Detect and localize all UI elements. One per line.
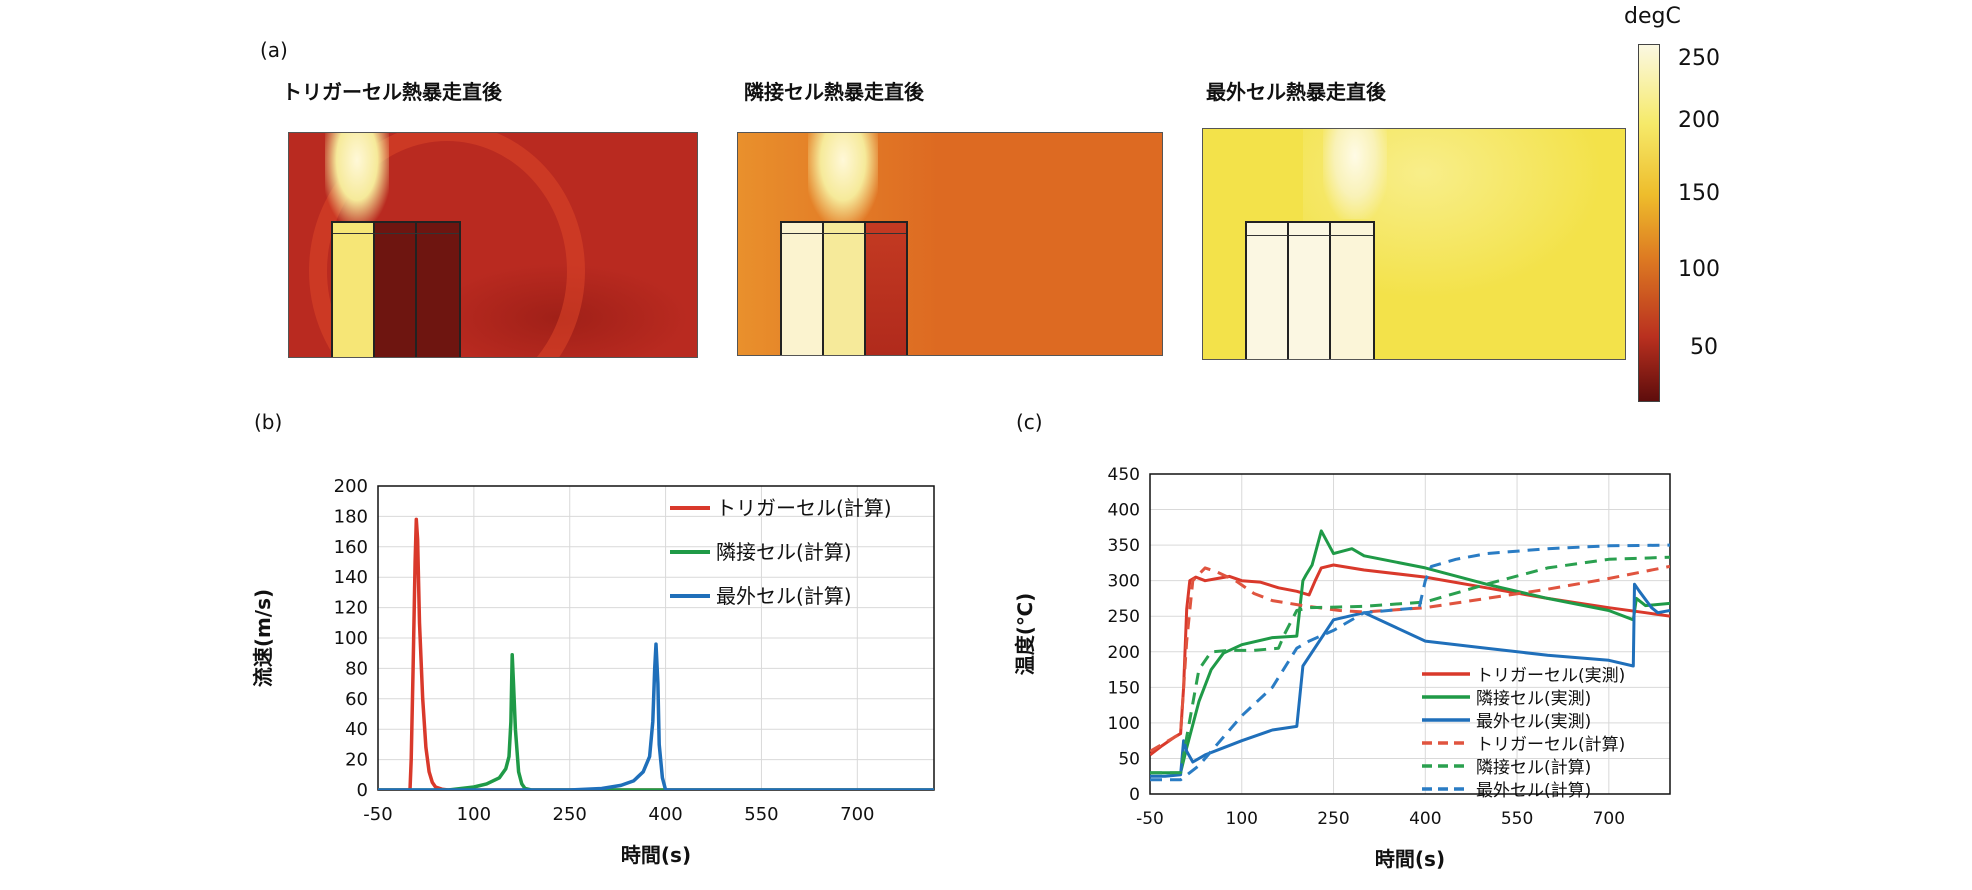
y-tick-label: 450 (1108, 465, 1140, 485)
y-tick-label: 120 (334, 598, 368, 619)
x-tick-label: 700 (1593, 809, 1625, 829)
colorbar-tick-50: 50 (1690, 335, 1718, 360)
x-axis-label: 時間(s) (621, 843, 691, 867)
x-tick-label: 100 (1226, 809, 1258, 829)
chart-velocity: 0 20 40 60 80 100 120 140 160 180 200 -50 100 250 400 5… (251, 476, 935, 867)
y-tick-label: 40 (345, 719, 368, 740)
heatmap-outermost (1202, 128, 1626, 360)
y-tick-label: 300 (1108, 572, 1140, 592)
legend-label-2: 最外セル(実測) (1476, 712, 1591, 732)
heatmap-title-outermost: 最外セル熱暴走直後 (1206, 80, 1386, 104)
y-tick-label: 200 (1108, 643, 1140, 663)
x-tick-label: -50 (1136, 809, 1164, 829)
colorbar-tick-250: 250 (1678, 46, 1720, 71)
y-tick-label: 350 (1108, 536, 1140, 556)
x-tick-label: 400 (648, 804, 682, 825)
plot-frame (1149, 473, 1671, 795)
series-line-3 (1150, 564, 1670, 753)
series-line-5 (1150, 543, 1670, 782)
series-line-2 (1150, 582, 1670, 778)
colorbar-tick-100: 100 (1678, 257, 1720, 282)
heatmap-title-adjacent: 隣接セル熱暴走直後 (744, 80, 924, 104)
legend-label-4: 隣接セル(計算) (1476, 758, 1591, 778)
chart-temperature: 0 50 100 150 200 250 300 350 400 450 -50 100 250 400 5… (1013, 465, 1671, 871)
y-tick-label: 50 (1118, 749, 1140, 769)
y-tick-label: 180 (334, 506, 368, 527)
x-tick-label: 700 (840, 804, 874, 825)
series-line-0 (378, 517, 934, 790)
heatmap-adjacent (737, 132, 1163, 356)
y-tick-label: 140 (334, 567, 368, 588)
y-tick-label: 160 (334, 537, 368, 558)
x-tick-label: 250 (553, 804, 587, 825)
series-line-1 (378, 652, 934, 790)
x-axis-label: 時間(s) (1375, 847, 1445, 871)
y-tick-label: 20 (345, 750, 368, 771)
y-tick-label: 200 (334, 476, 368, 497)
y-tick-label: 250 (1108, 607, 1140, 627)
panel-label-c: (c) (1016, 410, 1043, 434)
panel-label-a: (a) (260, 38, 288, 62)
series-line-2 (378, 642, 934, 790)
y-tick-label: 150 (1108, 678, 1140, 698)
colorbar-tick-200: 200 (1678, 108, 1720, 133)
colorbar-tick-150: 150 (1678, 181, 1720, 206)
legend-label-1: 隣接セル(実測) (1476, 689, 1591, 709)
heatmap-trigger (288, 132, 698, 358)
y-tick-label: 0 (1129, 785, 1140, 805)
x-tick-label: 400 (1409, 809, 1441, 829)
panel-label-b: (b) (254, 410, 283, 434)
x-tick-label: 550 (1501, 809, 1533, 829)
y-axis-label: 温度(℃) (1013, 593, 1037, 676)
y-tick-label: 100 (334, 628, 368, 649)
x-tick-label: 100 (457, 804, 491, 825)
y-tick-label: 0 (357, 780, 368, 801)
legend-label-1: 隣接セル(計算) (716, 540, 852, 564)
series-line-4 (1150, 555, 1670, 775)
x-tick-label: 250 (1317, 809, 1349, 829)
x-tick-label: -50 (363, 804, 392, 825)
legend-label-2: 最外セル(計算) (716, 584, 852, 608)
x-tick-label: 550 (744, 804, 778, 825)
legend-label-3: トリガーセル(計算) (1476, 735, 1625, 755)
y-tick-label: 100 (1108, 714, 1140, 734)
y-tick-label: 80 (345, 658, 368, 679)
colorbar (1638, 44, 1660, 402)
legend-label-0: トリガーセル(計算) (716, 496, 892, 520)
legend-label-0: トリガーセル(実測) (1476, 666, 1625, 686)
y-tick-label: 60 (345, 689, 368, 710)
y-tick-label: 400 (1108, 501, 1140, 521)
colorbar-unit: degC (1624, 4, 1681, 29)
heatmap-title-trigger: トリガーセル熱暴走直後 (282, 80, 502, 104)
legend-label-5: 最外セル(計算) (1476, 781, 1591, 801)
series-line-1 (1150, 529, 1670, 775)
y-axis-label: 流速(m/s) (251, 589, 275, 687)
